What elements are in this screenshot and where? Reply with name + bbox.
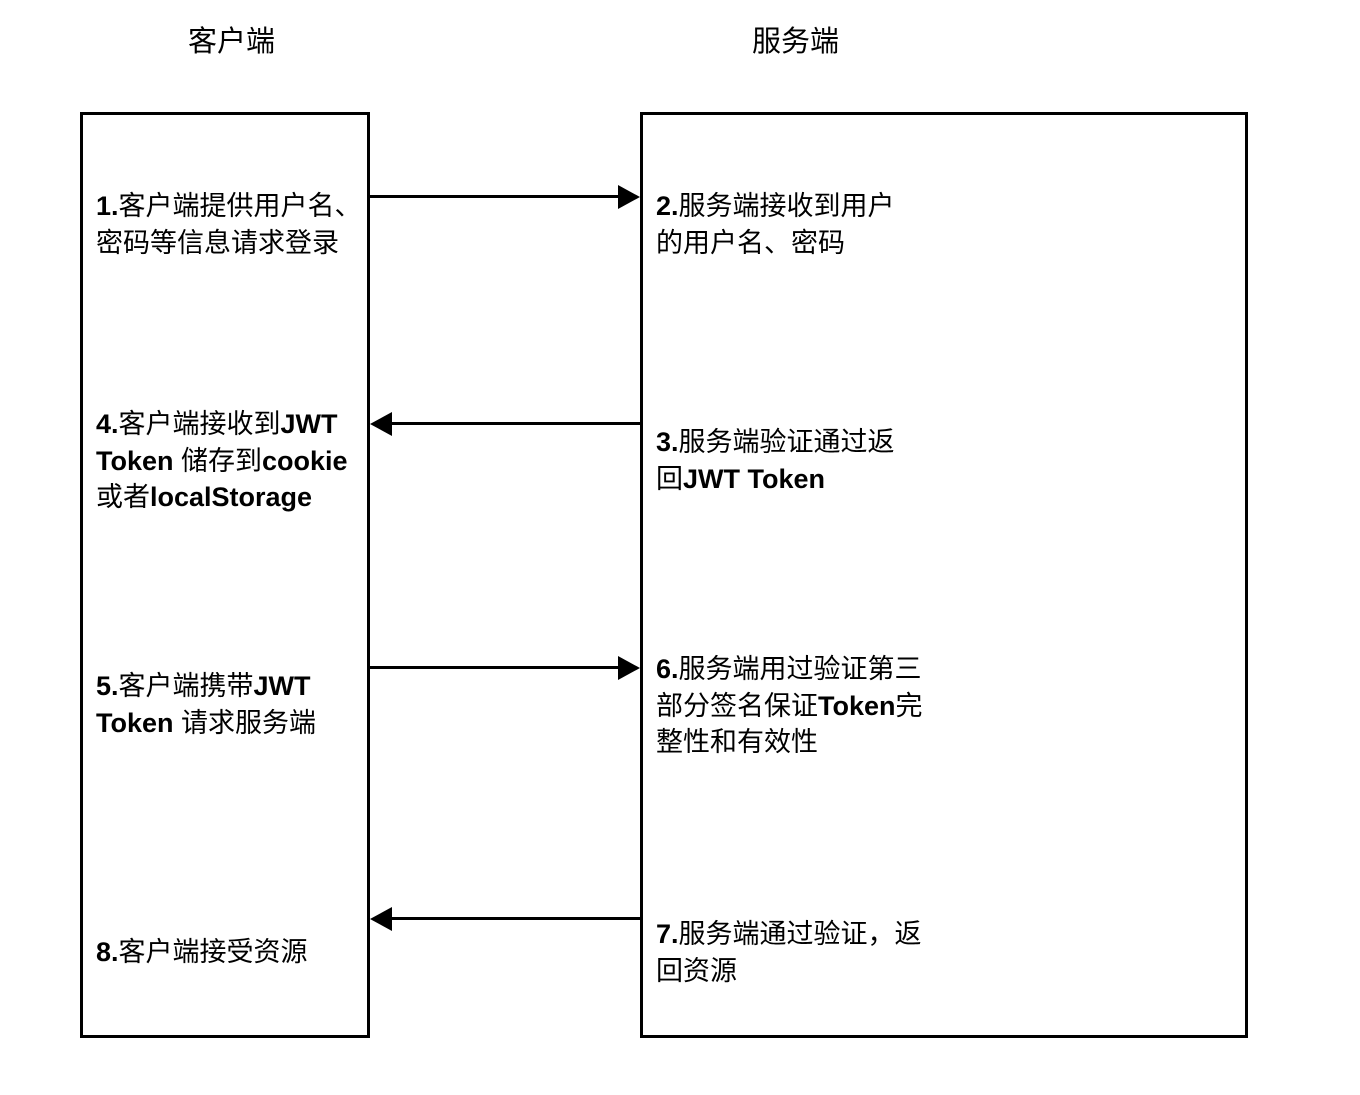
- arrow-3-request-with-jwt: [370, 666, 622, 669]
- step-7-text: 服务端通过验证，返 回资源: [656, 919, 922, 985]
- diagram-canvas: 客户端 服务端 1.客户端提供用户名、 密码等信息请求登录 2.服务端接收到用户…: [0, 0, 1360, 1095]
- step-8-num: 8.: [96, 937, 119, 967]
- step-2: 2.服务端接收到用户 的用户名、密码: [656, 152, 895, 261]
- step-1: 1.客户端提供用户名、 密码等信息请求登录: [96, 152, 362, 261]
- step-4: 4.客户端接收到JWTToken 储存到cookie或者localStorage: [96, 370, 348, 516]
- step-1-text: 客户端提供用户名、 密码等信息请求登录: [96, 191, 362, 257]
- header-server: 服务端: [752, 18, 839, 60]
- step-8: 8.客户端接受资源: [96, 898, 308, 971]
- arrow-4-return-resource: [388, 917, 640, 920]
- header-client: 客户端: [188, 18, 275, 60]
- arrow-1-login-request: [370, 195, 622, 198]
- step-6-num: 6.: [656, 654, 679, 684]
- step-4-num: 4.: [96, 409, 119, 439]
- step-1-num: 1.: [96, 191, 119, 221]
- step-6-text: 服务端用过验证第三部分签名保证Token完整性和有效性: [656, 654, 923, 757]
- arrow-3-head-icon: [618, 656, 640, 680]
- step-8-text: 客户端接受资源: [119, 937, 308, 967]
- step-5-num: 5.: [96, 671, 119, 701]
- step-2-num: 2.: [656, 191, 679, 221]
- arrow-1-head-icon: [618, 185, 640, 209]
- step-3-text: 服务端验证通过返回JWT Token: [656, 427, 895, 493]
- arrow-2-return-jwt: [388, 422, 640, 425]
- step-3-num: 3.: [656, 427, 679, 457]
- step-2-text: 服务端接收到用户 的用户名、密码: [656, 191, 895, 257]
- step-5: 5.客户端携带JWTToken 请求服务端: [96, 632, 316, 741]
- step-5-text: 客户端携带JWTToken 请求服务端: [96, 671, 316, 737]
- step-7: 7.服务端通过验证，返 回资源: [656, 880, 922, 989]
- step-3: 3.服务端验证通过返回JWT Token: [656, 388, 895, 497]
- step-6: 6.服务端用过验证第三部分签名保证Token完整性和有效性: [656, 615, 923, 761]
- step-4-text: 客户端接收到JWTToken 储存到cookie或者localStorage: [96, 409, 348, 512]
- arrow-4-head-icon: [370, 907, 392, 931]
- step-7-num: 7.: [656, 919, 679, 949]
- arrow-2-head-icon: [370, 412, 392, 436]
